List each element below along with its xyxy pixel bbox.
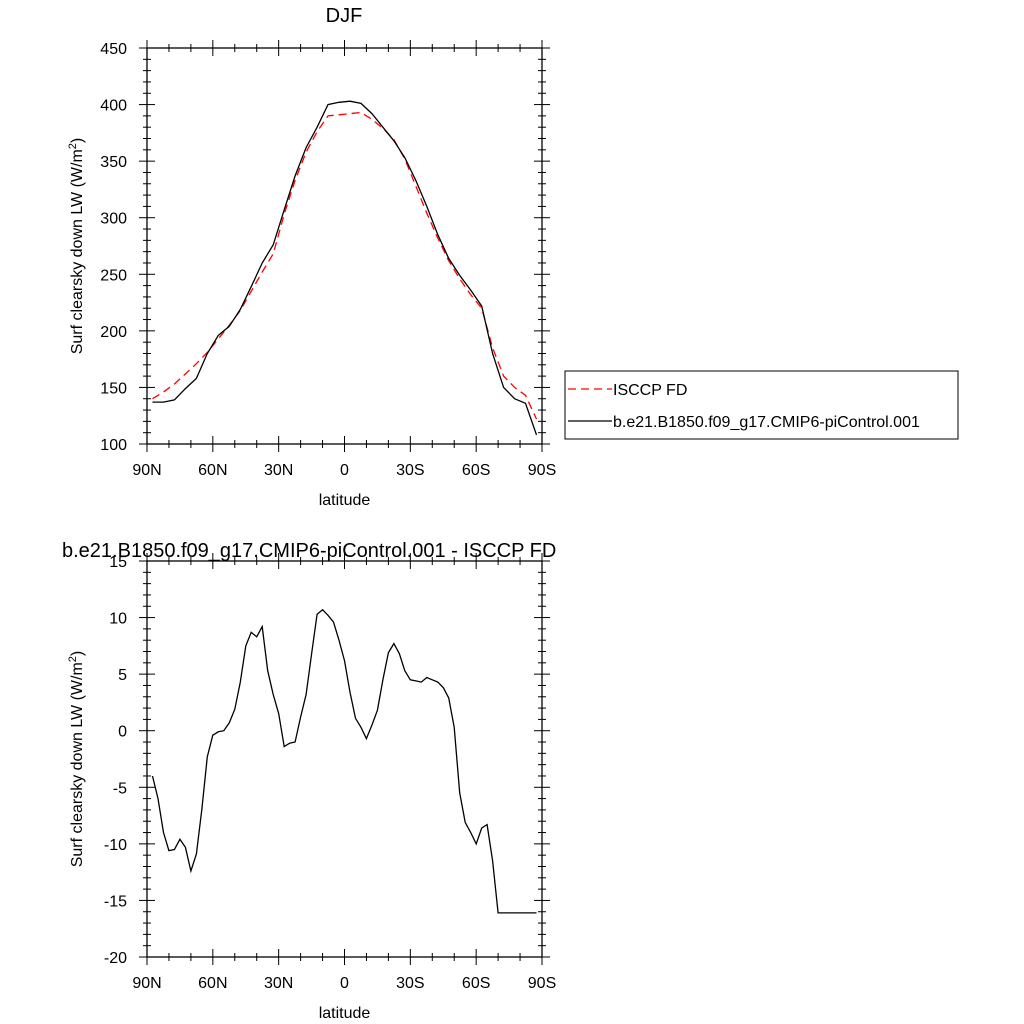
y-tick-label: 150 — [100, 380, 127, 397]
chart-panel-1: 100 150 200 250 300 350 400 450 90N 60N 30N 0 30S 60S… — [67, 5, 959, 509]
x-tick-label: 90N — [132, 975, 161, 992]
y-tick-label: 15 — [109, 554, 127, 571]
y-axis-label: Surf clearsky down LW (W/m2) — [67, 651, 86, 868]
y-tick-label: 200 — [100, 324, 127, 341]
x-tick-label: 90S — [528, 975, 556, 992]
x-tick-label: 30N — [264, 462, 293, 479]
y-tick-label: 0 — [118, 724, 127, 741]
series-line-1 — [151, 608, 537, 914]
y-tick-label: 5 — [118, 667, 127, 684]
chart-title: DJF — [326, 5, 363, 27]
y-tick-label: 450 — [100, 41, 127, 58]
y-tick-label: -5 — [113, 780, 127, 797]
y-axis-label: Surf clearsky down LW (W/m2) — [67, 138, 86, 355]
y-tick-label: 250 — [100, 267, 127, 284]
legend-box — [564, 370, 959, 440]
x-axis-label: latitude — [319, 1005, 371, 1022]
x-tick-label: 30S — [396, 462, 424, 479]
y-tick-label: 100 — [100, 437, 127, 454]
y-tick-label: 350 — [100, 154, 127, 171]
series-line-2 — [152, 100, 538, 436]
x-tick-label: 30S — [396, 975, 424, 992]
x-tick-label: 90N — [132, 462, 161, 479]
x-tick-label: 0 — [340, 975, 349, 992]
y-tick-label: 10 — [109, 611, 127, 628]
x-axis-label: latitude — [319, 492, 371, 509]
x-tick-label: 60S — [462, 975, 490, 992]
x-tick-label: 60S — [462, 462, 490, 479]
chart-panel-2: -20 -15 -10 -5 0 5 10 15 90N 60N 30N 0 30S 60S 90S lati… — [62, 540, 556, 1022]
plot-frame — [146, 560, 543, 958]
x-tick-label: 60N — [198, 975, 227, 992]
x-tick-label: 60N — [198, 462, 227, 479]
y-tick-label: 400 — [100, 98, 127, 115]
legend: ISCCP FD b.e21.B1850.f09_g17.CMIP6-piCont… — [564, 370, 959, 440]
chart-title: b.e21.B1850.f09_g17.CMIP6-piControl.001 … — [62, 540, 556, 562]
plot-frame — [146, 47, 543, 445]
x-tick-label: 30N — [264, 975, 293, 992]
y-tick-label: -15 — [104, 893, 127, 910]
x-tick-label: 90S — [528, 462, 556, 479]
legend-entry-2: b.e21.B1850.f09_g17.CMIP6-piControl.001 — [613, 414, 920, 431]
series-line-1 — [152, 111, 538, 420]
y-tick-label: -10 — [104, 837, 127, 854]
legend-entry-1: ISCCP FD — [613, 382, 687, 399]
y-tick-label: 300 — [100, 211, 127, 228]
x-tick-label: 0 — [340, 462, 349, 479]
y-tick-label: -20 — [104, 950, 127, 967]
